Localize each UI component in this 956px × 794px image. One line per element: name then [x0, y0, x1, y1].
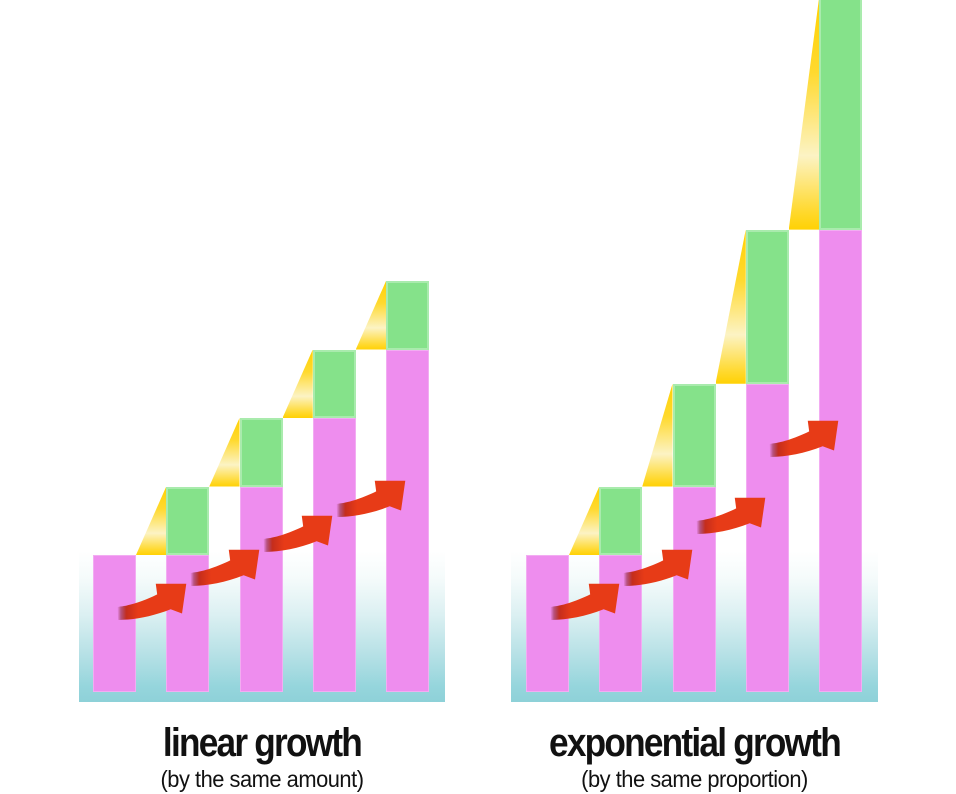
chart-subtitle: (by the same proportion)	[581, 766, 808, 792]
bar-increment-cap	[819, 0, 862, 230]
chart-title: exponential growth	[548, 721, 842, 765]
bar-increment-cap	[166, 486, 210, 555]
bar-increment-cap	[239, 418, 283, 487]
bar	[386, 349, 429, 692]
bar	[239, 486, 283, 692]
bar-increment-cap	[386, 281, 429, 350]
bar	[93, 555, 136, 692]
growth-triangle	[788, 0, 819, 230]
growth-arrow-icon	[550, 583, 619, 621]
growth-triangle	[642, 383, 673, 487]
bar	[526, 555, 569, 692]
growth-arrow-icon	[769, 421, 839, 458]
caption-exponential-growth: exponential growth (by the same proporti…	[511, 723, 878, 792]
bar	[745, 383, 789, 692]
bar-increment-cap	[672, 383, 716, 487]
growth-arrow-icon	[623, 549, 693, 586]
bar	[819, 229, 862, 692]
chart-subtitle: (by the same amount)	[160, 766, 364, 792]
growth-triangle	[715, 229, 746, 384]
bar-increment-cap	[312, 349, 356, 418]
caption-linear-growth: linear growth (by the same amount)	[79, 723, 445, 792]
growth-triangle	[569, 486, 600, 555]
bar-increment-cap	[745, 229, 789, 384]
bar	[312, 418, 356, 692]
chart-title: linear growth	[162, 721, 363, 765]
growth-arrow-icon	[696, 498, 766, 535]
bar-increment-cap	[599, 486, 643, 555]
